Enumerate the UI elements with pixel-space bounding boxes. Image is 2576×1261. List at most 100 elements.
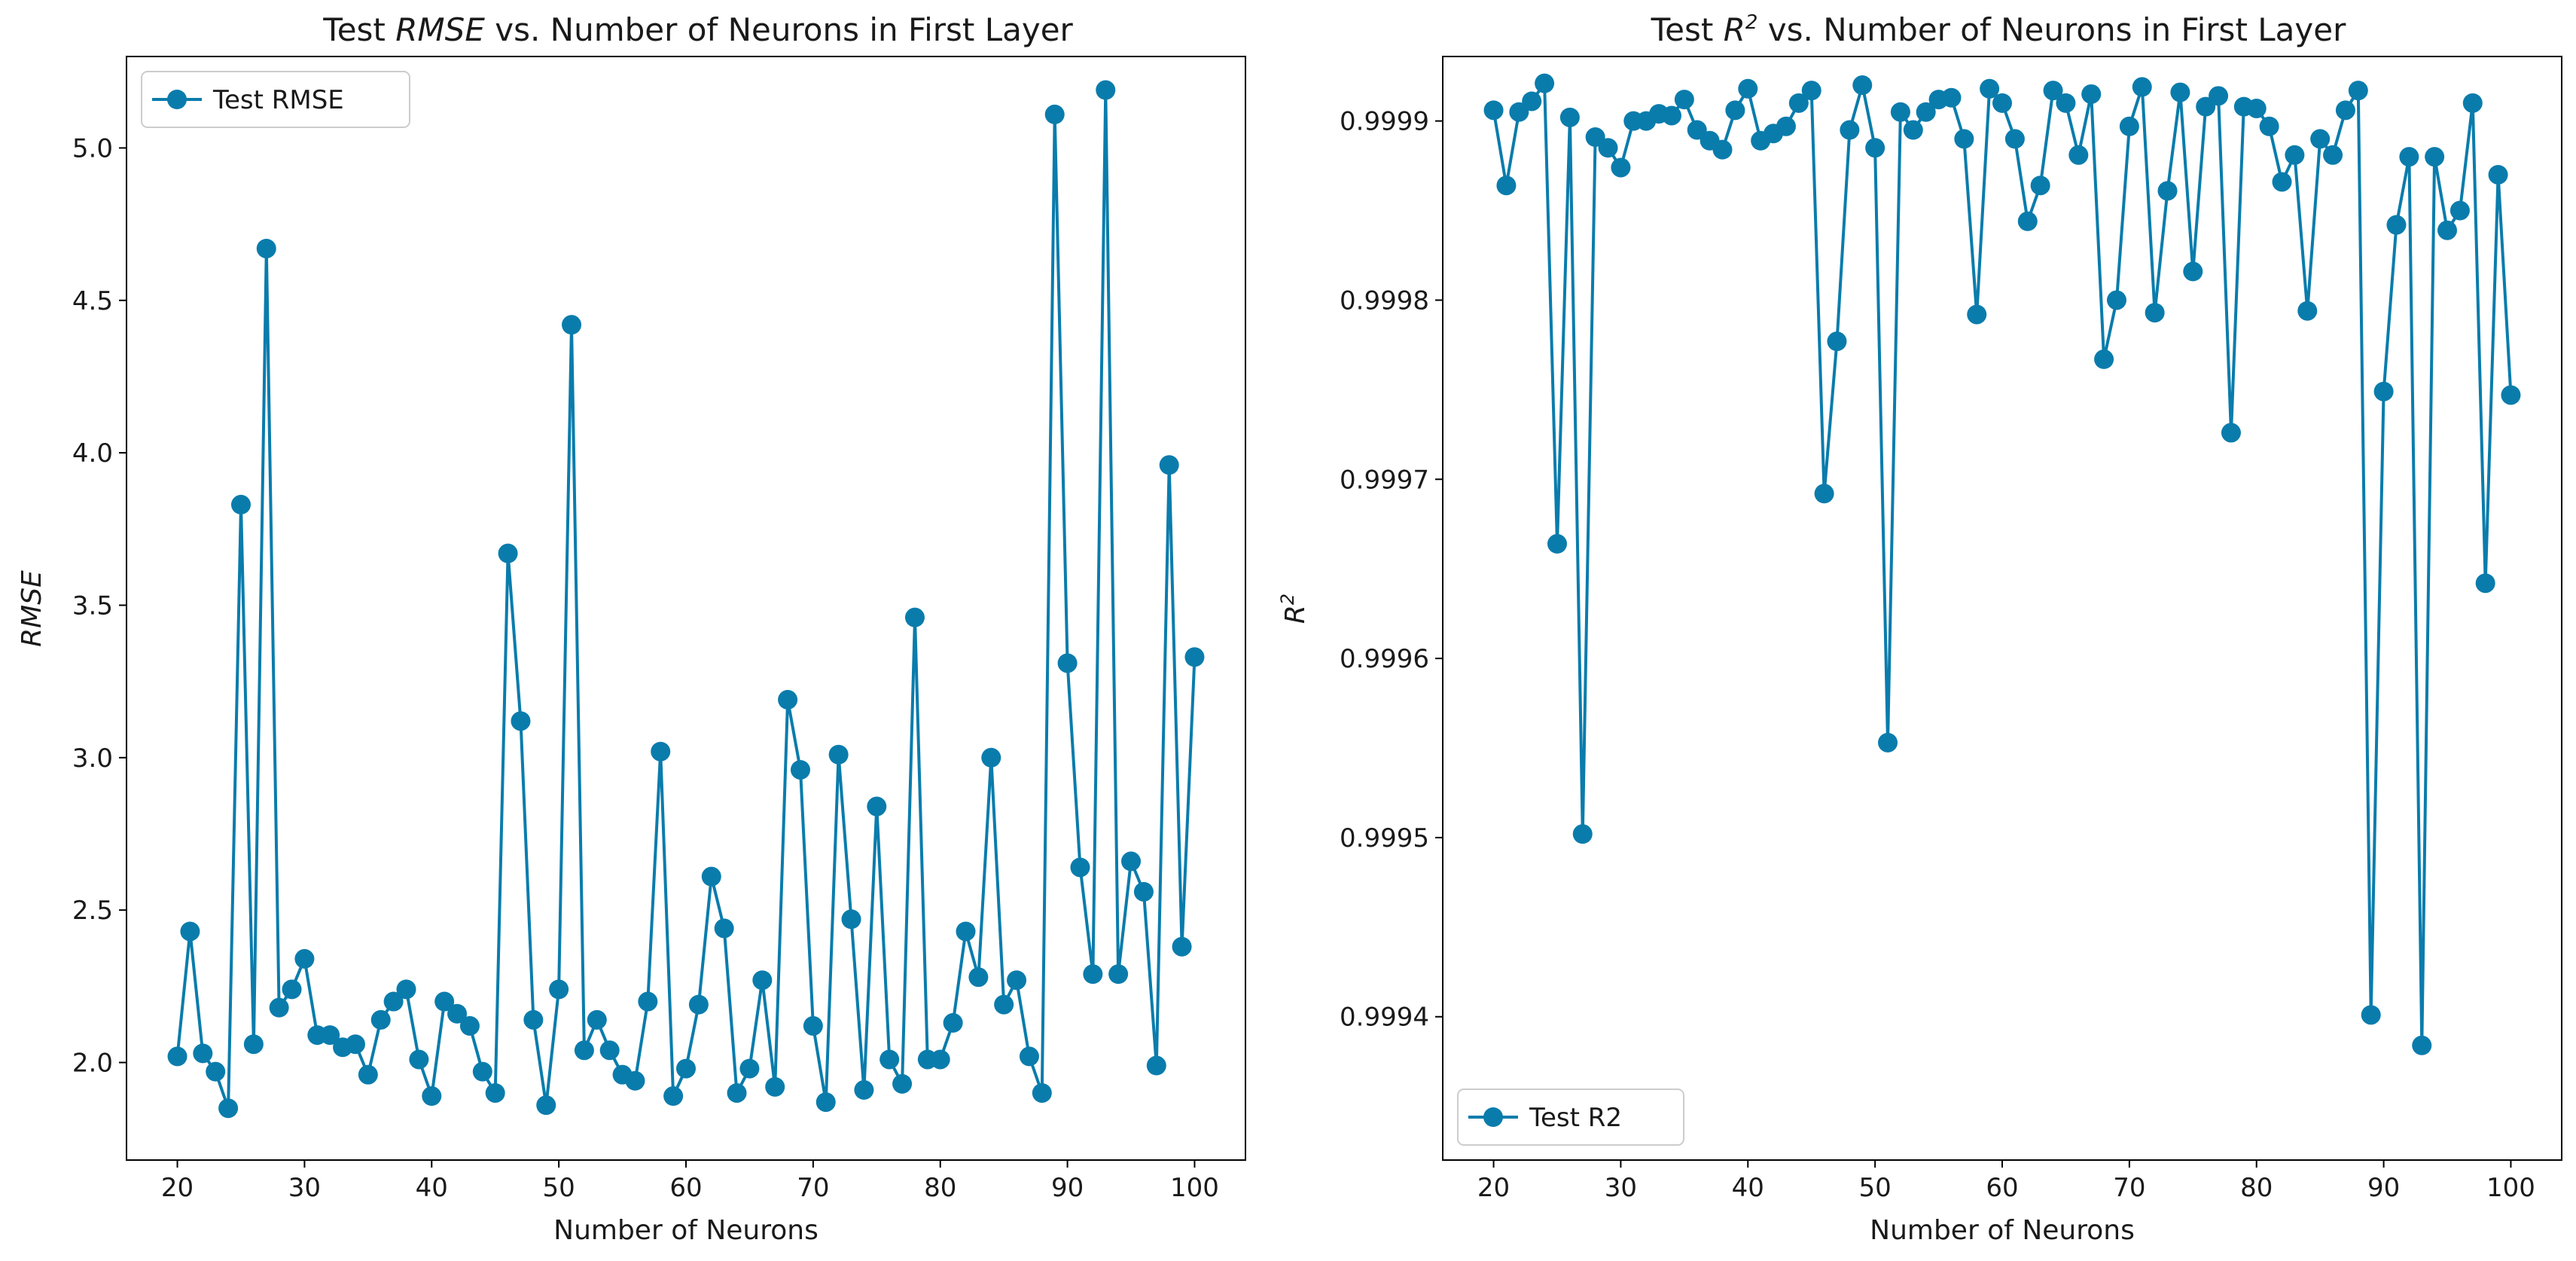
r2-data-point	[1865, 138, 1886, 158]
rmse-data-point	[282, 979, 302, 1000]
r2-x-tick-label: 80	[2240, 1173, 2273, 1203]
r2-x-tick-label: 50	[1859, 1173, 1892, 1203]
r2-data-point	[1801, 81, 1821, 101]
rmse-data-point	[206, 1061, 226, 1082]
r2-data-point	[1738, 78, 1758, 99]
r2-x-axis-label: Number of Neurons	[1870, 1215, 2135, 1246]
rmse-data-point	[472, 1061, 492, 1082]
rmse-data-point	[230, 494, 251, 514]
r2-data-point	[2361, 1005, 2381, 1025]
r2-data-point	[2157, 181, 2178, 201]
rmse-data-point	[511, 711, 531, 731]
rmse-legend: Test RMSE	[141, 71, 410, 128]
r2-data-point	[2017, 211, 2038, 231]
r2-data-point	[1674, 90, 1694, 110]
r2-y-axis-label: R2	[1277, 594, 1311, 624]
r2-data-point	[1572, 824, 1593, 844]
rmse-data-point	[370, 1009, 391, 1030]
rmse-data-point	[651, 741, 671, 762]
rmse-data-point	[968, 967, 989, 988]
rmse-data-point	[549, 979, 569, 1000]
r2-x-tick-label: 90	[2367, 1173, 2400, 1203]
r2-x-tick-label: 70	[2113, 1173, 2145, 1203]
rmse-data-point	[459, 1015, 480, 1036]
rmse-data-point	[854, 1079, 874, 1100]
rmse-data-point	[803, 1015, 823, 1036]
rmse-data-point	[727, 1082, 747, 1103]
r2-data-point	[2221, 423, 2241, 443]
rmse-data-point	[892, 1073, 913, 1094]
r2-data-point	[1992, 93, 2012, 113]
r2-y-tick-label: 0.9997	[1340, 465, 1429, 495]
rmse-data-point	[752, 970, 773, 991]
r2-data-point	[1725, 100, 1745, 121]
rmse-data-point	[790, 759, 810, 780]
rmse-data-point	[536, 1095, 556, 1116]
r2-y-tick-label: 0.9999	[1340, 107, 1429, 137]
r2-data-point	[2170, 82, 2190, 102]
rmse-data-point	[1044, 104, 1065, 124]
rmse-data-point	[574, 1040, 594, 1061]
r2-data-point	[2094, 349, 2114, 369]
rmse-data-point	[1146, 1055, 1166, 1076]
r2-data-point	[1967, 304, 1987, 325]
rmse-data-point	[1121, 851, 1142, 872]
r2-data-point	[1535, 73, 1555, 93]
rmse-data-point	[180, 921, 200, 942]
r2-chart-title: Test R2 vs. Number of Neurons in First L…	[1651, 11, 2346, 48]
rmse-data-point	[218, 1098, 239, 1119]
r2-data-point	[1827, 331, 1847, 352]
r2-data-point	[1483, 100, 1504, 121]
rmse-data-point	[1108, 964, 1129, 985]
rmse-data-point	[828, 744, 849, 765]
r2-data-point	[1980, 78, 2000, 99]
r2-axes-frame	[1442, 56, 2562, 1161]
rmse-y-tick-label: 2.5	[72, 896, 113, 926]
r2-legend-box	[1457, 1088, 1684, 1146]
rmse-data-point	[599, 1040, 620, 1061]
rmse-data-point	[243, 1034, 264, 1055]
r2-x-tick-label: 40	[1732, 1173, 1764, 1203]
rmse-data-point	[396, 979, 416, 1000]
rmse-data-point	[815, 1092, 836, 1113]
rmse-data-point	[701, 866, 721, 887]
r2-x-tick-label: 30	[1605, 1173, 1637, 1203]
rmse-data-point	[587, 1009, 607, 1030]
rmse-y-tick-label: 3.5	[72, 591, 113, 621]
rmse-y-axis-label: RMSE	[17, 570, 47, 647]
rmse-data-point	[879, 1049, 900, 1070]
r2-data-point	[2425, 147, 2445, 167]
rmse-legend-marker	[167, 90, 187, 109]
rmse-data-point	[1172, 936, 1192, 957]
rmse-data-point	[714, 918, 734, 939]
rmse-data-point	[841, 909, 861, 930]
rmse-data-point	[943, 1012, 963, 1033]
r2-data-point	[1903, 120, 1923, 140]
r2-data-point	[2386, 215, 2407, 235]
rmse-x-tick-label: 100	[1170, 1173, 1219, 1203]
rmse-data-point	[778, 689, 798, 710]
r2-legend-marker	[1483, 1107, 1503, 1127]
rmse-x-axis-label: Number of Neurons	[553, 1215, 819, 1246]
rmse-data-point	[498, 543, 518, 563]
r2-data-point	[1788, 93, 1809, 113]
rmse-data-point	[409, 1049, 429, 1070]
r2-data-point	[2145, 303, 2165, 323]
rmse-plot-area: 20 30 40 50 60 70 80 90 100 2.0 2.5 3.0 3.5 4.0 4.5 5.0	[72, 80, 1219, 1203]
r2-data-point	[2399, 147, 2419, 167]
r2-data-point	[2488, 164, 2508, 185]
r2-data-point	[1547, 533, 1567, 554]
r2-data-point	[2030, 176, 2050, 196]
r2-data-point	[2348, 81, 2368, 101]
r2-data-point	[2068, 145, 2089, 165]
rmse-data-point	[345, 1034, 365, 1055]
r2-data-point	[2043, 81, 2063, 101]
rmse-data-point	[485, 1082, 505, 1103]
rmse-data-point	[1019, 1046, 1039, 1067]
rmse-data-point	[294, 948, 315, 969]
r2-data-point	[2462, 93, 2483, 113]
rmse-chart-title: Test RMSE vs. Number of Neurons in First…	[322, 11, 1073, 48]
r2-data-point	[2183, 261, 2203, 282]
